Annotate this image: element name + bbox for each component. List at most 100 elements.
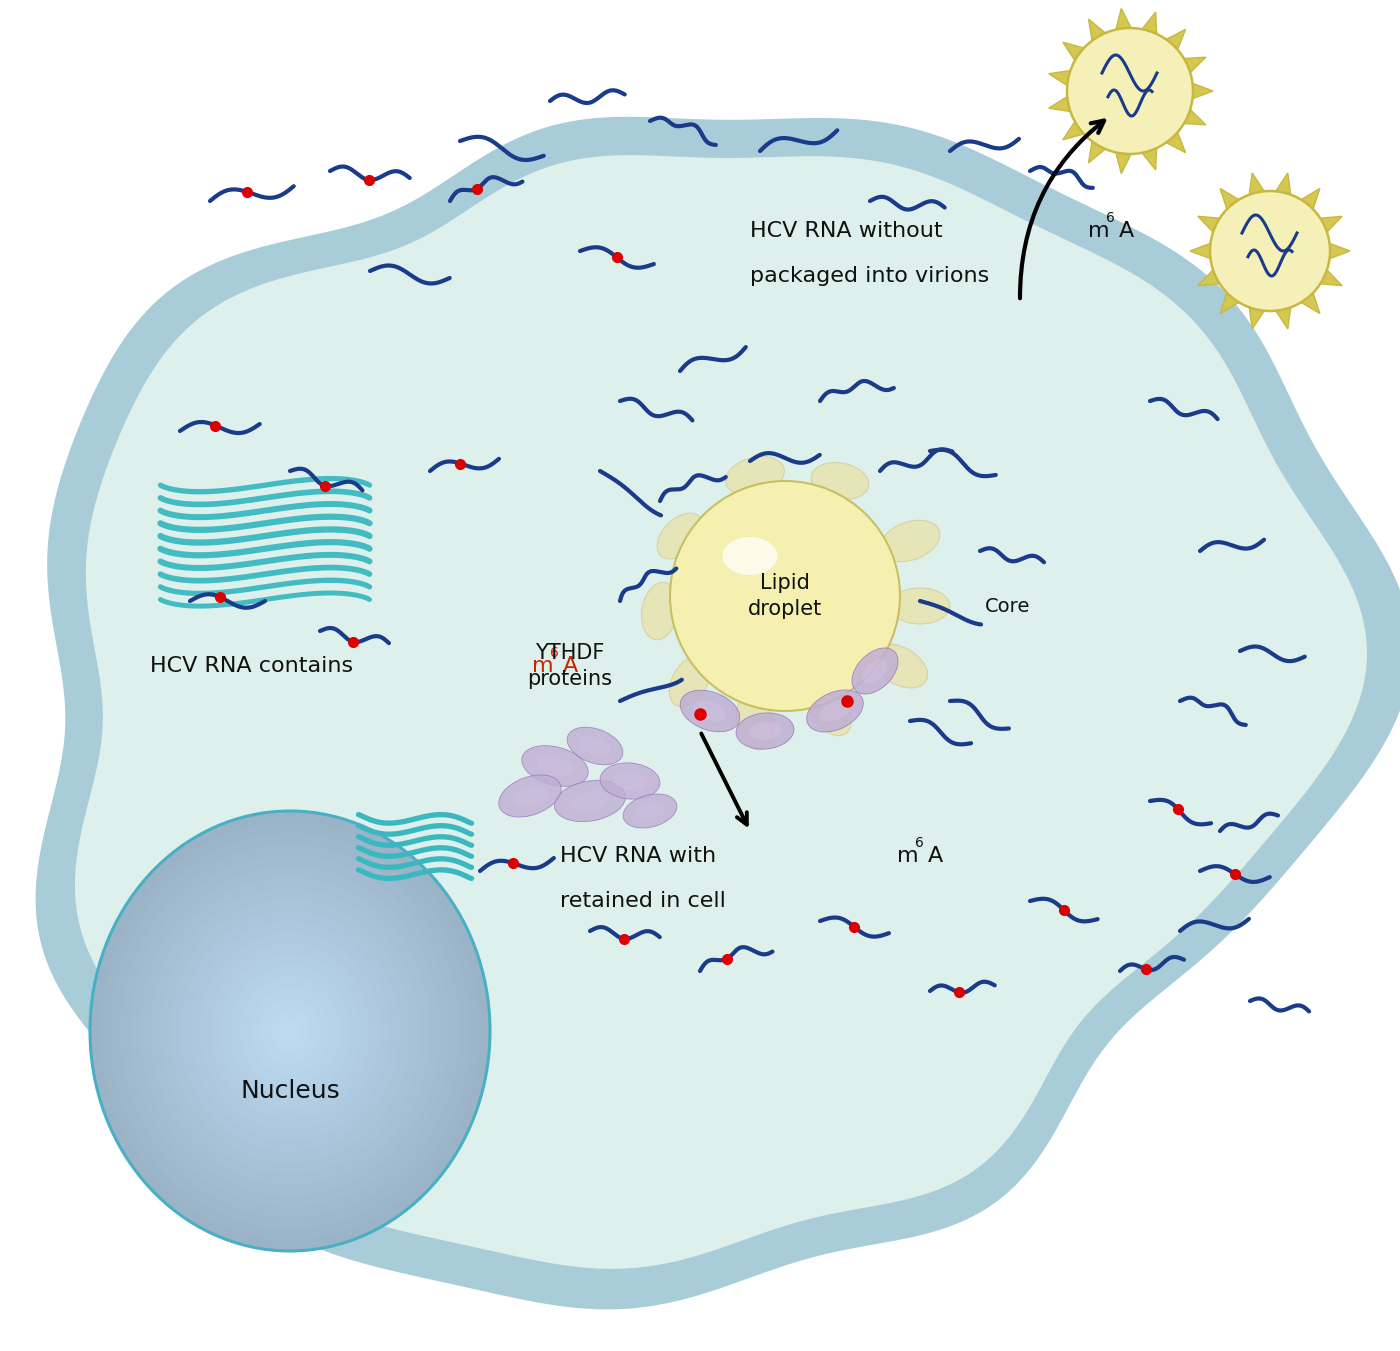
Polygon shape (1166, 30, 1186, 49)
Ellipse shape (657, 513, 703, 559)
Polygon shape (1320, 216, 1343, 232)
Ellipse shape (90, 811, 490, 1251)
Ellipse shape (881, 520, 939, 562)
Ellipse shape (498, 775, 561, 817)
Ellipse shape (809, 686, 851, 736)
Text: Lipid
droplet: Lipid droplet (748, 573, 822, 619)
Ellipse shape (693, 700, 727, 721)
Polygon shape (76, 155, 1366, 1269)
Ellipse shape (512, 785, 547, 807)
Ellipse shape (270, 1009, 309, 1052)
Circle shape (1210, 190, 1330, 311)
Text: 6: 6 (550, 646, 559, 661)
Polygon shape (1142, 12, 1156, 34)
Polygon shape (1249, 173, 1264, 195)
Text: Core: Core (986, 597, 1030, 616)
Ellipse shape (120, 844, 461, 1219)
Ellipse shape (725, 457, 784, 496)
Text: HCV RNA with: HCV RNA with (560, 846, 724, 866)
Polygon shape (1049, 70, 1070, 85)
Polygon shape (1184, 57, 1205, 72)
Ellipse shape (567, 727, 623, 765)
Ellipse shape (636, 802, 665, 820)
Polygon shape (1190, 243, 1210, 258)
Polygon shape (1302, 293, 1320, 313)
Text: A: A (1119, 222, 1134, 240)
Polygon shape (1063, 42, 1084, 59)
Ellipse shape (570, 790, 609, 812)
Ellipse shape (150, 877, 430, 1185)
Text: retained in cell: retained in cell (560, 892, 725, 911)
Polygon shape (1193, 84, 1212, 99)
Ellipse shape (181, 911, 400, 1152)
Ellipse shape (99, 821, 480, 1240)
Ellipse shape (260, 998, 321, 1065)
Polygon shape (35, 116, 1400, 1309)
Ellipse shape (736, 713, 794, 748)
Polygon shape (1320, 270, 1343, 285)
Ellipse shape (169, 898, 410, 1163)
Circle shape (671, 481, 900, 711)
Ellipse shape (554, 781, 626, 821)
Polygon shape (1221, 293, 1239, 313)
Ellipse shape (580, 736, 610, 755)
Text: m: m (532, 657, 553, 676)
Ellipse shape (280, 1020, 300, 1042)
Ellipse shape (641, 582, 679, 640)
Polygon shape (1142, 149, 1156, 170)
Polygon shape (1221, 188, 1239, 209)
Polygon shape (1166, 132, 1186, 153)
Ellipse shape (230, 965, 350, 1097)
Text: A: A (563, 657, 578, 676)
Polygon shape (1275, 308, 1291, 330)
Ellipse shape (522, 746, 588, 786)
Polygon shape (1049, 97, 1070, 111)
Ellipse shape (749, 721, 781, 740)
Polygon shape (1116, 8, 1131, 30)
Polygon shape (1302, 188, 1320, 209)
Ellipse shape (819, 700, 850, 721)
Ellipse shape (210, 943, 370, 1119)
Polygon shape (1275, 173, 1291, 195)
Ellipse shape (251, 988, 330, 1075)
Polygon shape (1184, 109, 1205, 124)
Ellipse shape (623, 794, 676, 828)
Polygon shape (1198, 216, 1219, 232)
Ellipse shape (111, 834, 470, 1229)
Text: packaged into virions: packaged into virions (750, 266, 990, 286)
Ellipse shape (669, 655, 711, 707)
Text: m: m (1088, 222, 1110, 240)
Ellipse shape (200, 932, 379, 1129)
Ellipse shape (890, 588, 951, 624)
Ellipse shape (862, 659, 888, 684)
Ellipse shape (601, 763, 659, 800)
Ellipse shape (736, 692, 773, 750)
Text: m: m (897, 846, 918, 866)
Text: HCV RNA contains: HCV RNA contains (150, 657, 360, 676)
Polygon shape (1089, 19, 1105, 41)
Polygon shape (1330, 243, 1350, 258)
Ellipse shape (806, 690, 864, 732)
Ellipse shape (220, 954, 360, 1108)
Circle shape (1067, 28, 1193, 154)
Text: 6: 6 (914, 836, 924, 850)
Ellipse shape (872, 644, 928, 688)
Ellipse shape (140, 866, 440, 1196)
Ellipse shape (190, 921, 391, 1142)
Text: HCV RNA without: HCV RNA without (750, 222, 949, 240)
Polygon shape (1089, 142, 1105, 163)
Polygon shape (1063, 122, 1084, 139)
Ellipse shape (722, 536, 777, 576)
Text: Nucleus: Nucleus (241, 1079, 340, 1102)
Text: A: A (927, 846, 942, 866)
Text: 6: 6 (1106, 211, 1114, 226)
Ellipse shape (853, 648, 897, 694)
Polygon shape (1198, 270, 1219, 285)
Ellipse shape (811, 462, 869, 500)
Polygon shape (1249, 308, 1264, 330)
Ellipse shape (239, 975, 340, 1086)
Ellipse shape (536, 755, 573, 777)
Text: YTHDF
proteins: YTHDF proteins (528, 643, 613, 689)
Polygon shape (1116, 153, 1131, 173)
Ellipse shape (160, 888, 420, 1174)
